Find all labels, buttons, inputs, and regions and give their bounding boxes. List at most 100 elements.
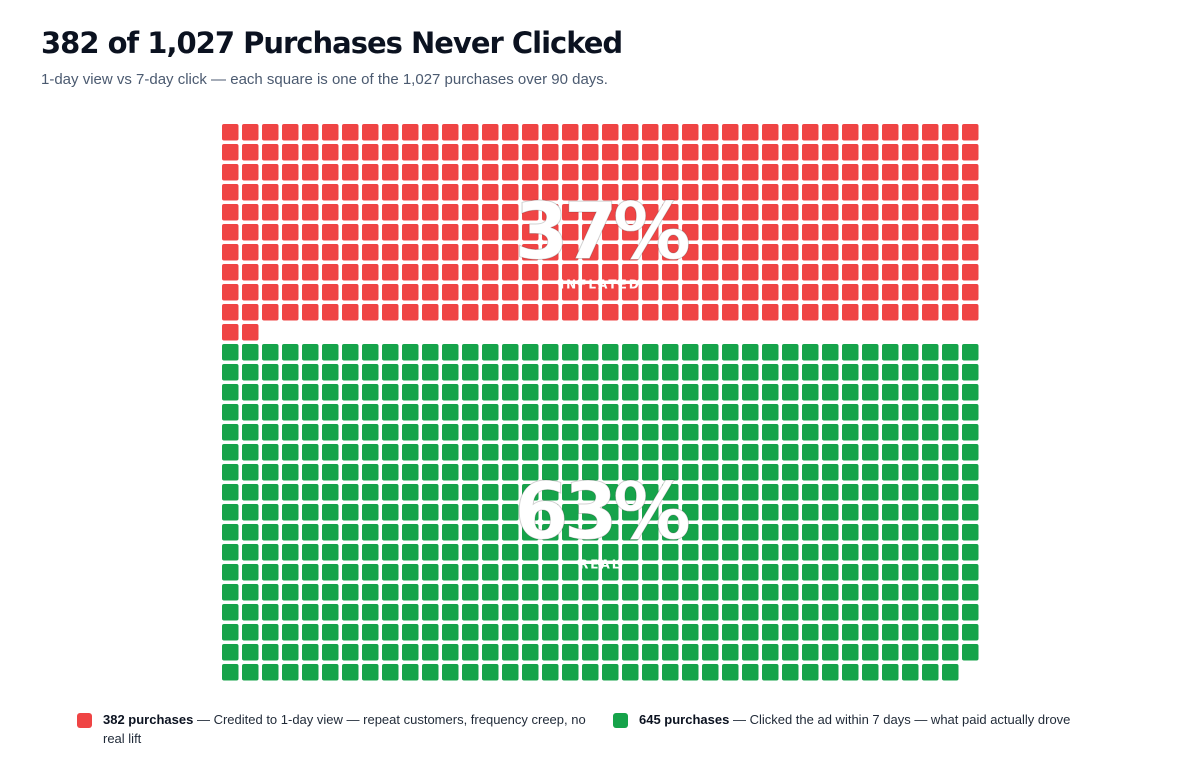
waffle-square-real <box>562 544 579 561</box>
waffle-square-real <box>542 384 559 401</box>
waffle-square-real <box>422 484 439 501</box>
waffle-square-real <box>382 604 399 621</box>
waffle-square-real <box>382 444 399 461</box>
waffle-square-real <box>262 504 279 521</box>
waffle-square-real <box>662 544 679 561</box>
waffle-square-real <box>562 424 579 441</box>
waffle-square-real <box>402 444 419 461</box>
waffle-square-real <box>242 444 259 461</box>
waffle-square-inflated <box>782 304 799 321</box>
waffle-square-real <box>702 664 719 681</box>
waffle-square-real <box>442 444 459 461</box>
waffle-square-real <box>622 424 639 441</box>
waffle-square-real <box>682 444 699 461</box>
waffle-square-real <box>482 384 499 401</box>
waffle-square-inflated <box>342 164 359 181</box>
waffle-square-inflated <box>242 184 259 201</box>
waffle-square-inflated <box>462 284 479 301</box>
waffle-square-inflated <box>802 244 819 261</box>
waffle-square-inflated <box>342 244 359 261</box>
waffle-square-real <box>862 624 879 641</box>
waffle-square-real <box>862 364 879 381</box>
waffle-square-real <box>582 604 599 621</box>
waffle-square-inflated <box>702 244 719 261</box>
waffle-square-real <box>342 504 359 521</box>
waffle-square-inflated <box>402 204 419 221</box>
waffle-square-real <box>882 464 899 481</box>
waffle-square-real <box>642 604 659 621</box>
waffle-square-inflated <box>622 244 639 261</box>
waffle-square-real <box>242 544 259 561</box>
waffle-square-inflated <box>302 184 319 201</box>
waffle-square-real <box>782 344 799 361</box>
waffle-square-real <box>922 444 939 461</box>
waffle-square-real <box>362 624 379 641</box>
waffle-square-inflated <box>862 264 879 281</box>
waffle-square-real <box>362 604 379 621</box>
waffle-square-inflated <box>722 164 739 181</box>
waffle-square-inflated <box>782 264 799 281</box>
waffle-square-inflated <box>682 264 699 281</box>
waffle-square-real <box>522 464 539 481</box>
waffle-square-inflated <box>882 304 899 321</box>
waffle-square-inflated <box>682 284 699 301</box>
waffle-square-real <box>502 624 519 641</box>
waffle-square-real <box>702 544 719 561</box>
waffle-square-real <box>582 624 599 641</box>
waffle-square-real <box>622 624 639 641</box>
waffle-square-real <box>842 384 859 401</box>
waffle-square-real <box>322 484 339 501</box>
waffle-square-real <box>442 384 459 401</box>
waffle-square-inflated <box>302 284 319 301</box>
waffle-square-real <box>322 364 339 381</box>
waffle-square-real <box>822 384 839 401</box>
waffle-square-inflated <box>782 144 799 161</box>
waffle-square-real <box>882 584 899 601</box>
waffle-square-inflated <box>522 124 539 141</box>
waffle-square-inflated <box>682 224 699 241</box>
waffle-square-inflated <box>222 284 239 301</box>
waffle-square-real <box>722 504 739 521</box>
waffle-square-real <box>822 404 839 421</box>
waffle-square-real <box>302 604 319 621</box>
waffle-square-inflated <box>222 224 239 241</box>
waffle-square-inflated <box>802 304 819 321</box>
waffle-square-real <box>422 544 439 561</box>
waffle-square-real <box>902 624 919 641</box>
waffle-square-inflated <box>562 124 579 141</box>
waffle-square-inflated <box>302 164 319 181</box>
waffle-square-inflated <box>902 164 919 181</box>
waffle-square-real <box>742 344 759 361</box>
waffle-square-real <box>542 504 559 521</box>
waffle-square-real <box>502 344 519 361</box>
waffle-square-inflated <box>922 244 939 261</box>
waffle-square-inflated <box>222 244 239 261</box>
waffle-square-real <box>542 624 559 641</box>
waffle-square-real <box>782 384 799 401</box>
waffle-square-real <box>682 564 699 581</box>
waffle-square-real <box>282 464 299 481</box>
waffle-square-inflated <box>622 224 639 241</box>
waffle-square-real <box>642 424 659 441</box>
waffle-square-real <box>942 344 959 361</box>
waffle-square-real <box>342 544 359 561</box>
waffle-square-inflated <box>882 184 899 201</box>
waffle-square-real <box>302 344 319 361</box>
waffle-square-inflated <box>462 264 479 281</box>
waffle-square-real <box>582 644 599 661</box>
waffle-square-real <box>942 524 959 541</box>
waffle-square-inflated <box>282 284 299 301</box>
waffle-square-real <box>542 664 559 681</box>
waffle-square-real <box>382 564 399 581</box>
waffle-square-real <box>302 364 319 381</box>
waffle-square-inflated <box>782 284 799 301</box>
waffle-square-real <box>442 404 459 421</box>
waffle-square-real <box>562 404 579 421</box>
waffle-square-real <box>222 544 239 561</box>
waffle-square-inflated <box>542 304 559 321</box>
waffle-square-real <box>402 344 419 361</box>
waffle-square-inflated <box>922 124 939 141</box>
waffle-square-inflated <box>942 224 959 241</box>
waffle-square-inflated <box>282 124 299 141</box>
waffle-square-inflated <box>562 224 579 241</box>
